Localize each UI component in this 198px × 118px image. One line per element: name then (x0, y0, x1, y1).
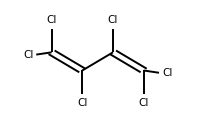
Text: Cl: Cl (162, 68, 172, 78)
Text: Cl: Cl (77, 98, 88, 108)
Text: Cl: Cl (24, 50, 34, 60)
Text: Cl: Cl (138, 98, 149, 108)
Text: Cl: Cl (46, 15, 57, 25)
Text: Cl: Cl (108, 15, 118, 25)
